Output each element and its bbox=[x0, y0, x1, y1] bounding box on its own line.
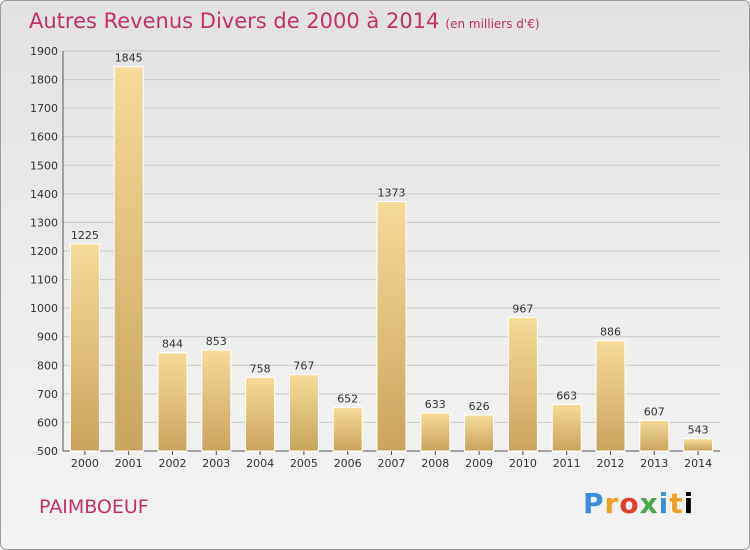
data-label: 543 bbox=[688, 424, 709, 437]
data-label: 607 bbox=[644, 405, 665, 418]
bar bbox=[245, 376, 276, 452]
bar bbox=[595, 340, 626, 452]
commune-name: PAIMBOEUF bbox=[39, 496, 149, 518]
data-label: 853 bbox=[206, 335, 227, 348]
logo-letter: t bbox=[669, 487, 684, 520]
x-tick-label: 2007 bbox=[378, 457, 406, 470]
bar bbox=[683, 438, 714, 452]
bar bbox=[332, 407, 363, 452]
x-tick-label: 2010 bbox=[509, 457, 537, 470]
x-tick-label: 2000 bbox=[71, 457, 99, 470]
logo-letter: r bbox=[604, 487, 620, 520]
bar bbox=[69, 243, 100, 452]
y-tick-label: 1200 bbox=[30, 245, 58, 258]
x-tick-label: 2013 bbox=[640, 457, 668, 470]
data-label: 844 bbox=[162, 338, 183, 351]
x-tick-label: 2005 bbox=[290, 457, 318, 470]
x-tick-label: 2014 bbox=[684, 457, 712, 470]
y-tick-label: 1300 bbox=[30, 216, 58, 229]
data-label: 758 bbox=[250, 362, 271, 375]
chart-title: Autres Revenus Divers de 2000 à 2014 (en … bbox=[29, 9, 540, 33]
y-tick-label: 1600 bbox=[30, 131, 58, 144]
x-tick-label: 2012 bbox=[597, 457, 625, 470]
data-label: 886 bbox=[600, 326, 621, 339]
x-tick-label: 2009 bbox=[465, 457, 493, 470]
bar bbox=[157, 352, 188, 452]
y-tick-label: 900 bbox=[37, 331, 58, 344]
y-tick-label: 500 bbox=[37, 445, 58, 458]
data-label: 652 bbox=[337, 393, 358, 406]
data-label: 626 bbox=[469, 400, 490, 413]
y-tick-label: 1000 bbox=[30, 302, 58, 315]
logo-letter: o bbox=[619, 487, 640, 520]
bar bbox=[376, 201, 407, 452]
y-tick-label: 600 bbox=[37, 416, 58, 429]
logo-letter: i bbox=[658, 487, 670, 520]
data-label: 1225 bbox=[71, 229, 99, 242]
bar bbox=[639, 419, 670, 452]
x-tick-label: 2004 bbox=[246, 457, 274, 470]
chart-title-text: Autres Revenus Divers de 2000 à 2014 bbox=[29, 9, 440, 33]
bar bbox=[113, 66, 144, 452]
x-tick-label: 2003 bbox=[202, 457, 230, 470]
x-tick-label: 2001 bbox=[115, 457, 143, 470]
x-tick-label: 2006 bbox=[334, 457, 362, 470]
proxiti-logo: Proxiti bbox=[583, 487, 694, 520]
bar bbox=[551, 403, 582, 452]
bar bbox=[201, 349, 232, 452]
x-tick-label: 2008 bbox=[421, 457, 449, 470]
chart-unit-note: (en milliers d'€) bbox=[445, 17, 540, 31]
x-tick-label: 2011 bbox=[553, 457, 581, 470]
y-tick-label: 800 bbox=[37, 359, 58, 372]
bar bbox=[420, 412, 451, 452]
y-tick-label: 1800 bbox=[30, 74, 58, 87]
y-tick-label: 1500 bbox=[30, 159, 58, 172]
data-label: 967 bbox=[512, 303, 533, 316]
data-label: 1373 bbox=[378, 187, 406, 200]
y-tick-label: 1400 bbox=[30, 188, 58, 201]
y-tick-label: 700 bbox=[37, 388, 58, 401]
data-label: 1845 bbox=[115, 52, 143, 65]
bar bbox=[507, 317, 538, 452]
y-tick-label: 1100 bbox=[30, 274, 58, 287]
y-tick-label: 1900 bbox=[30, 45, 58, 58]
data-label: 633 bbox=[425, 398, 446, 411]
x-tick-label: 2002 bbox=[159, 457, 187, 470]
bar bbox=[464, 414, 495, 452]
logo-letter: i bbox=[683, 487, 695, 520]
bar bbox=[288, 374, 319, 452]
logo-letter: x bbox=[639, 487, 659, 520]
data-label: 663 bbox=[556, 389, 577, 402]
data-label: 767 bbox=[293, 360, 314, 373]
y-tick-label: 1700 bbox=[30, 102, 58, 115]
logo-letter: P bbox=[583, 487, 605, 520]
